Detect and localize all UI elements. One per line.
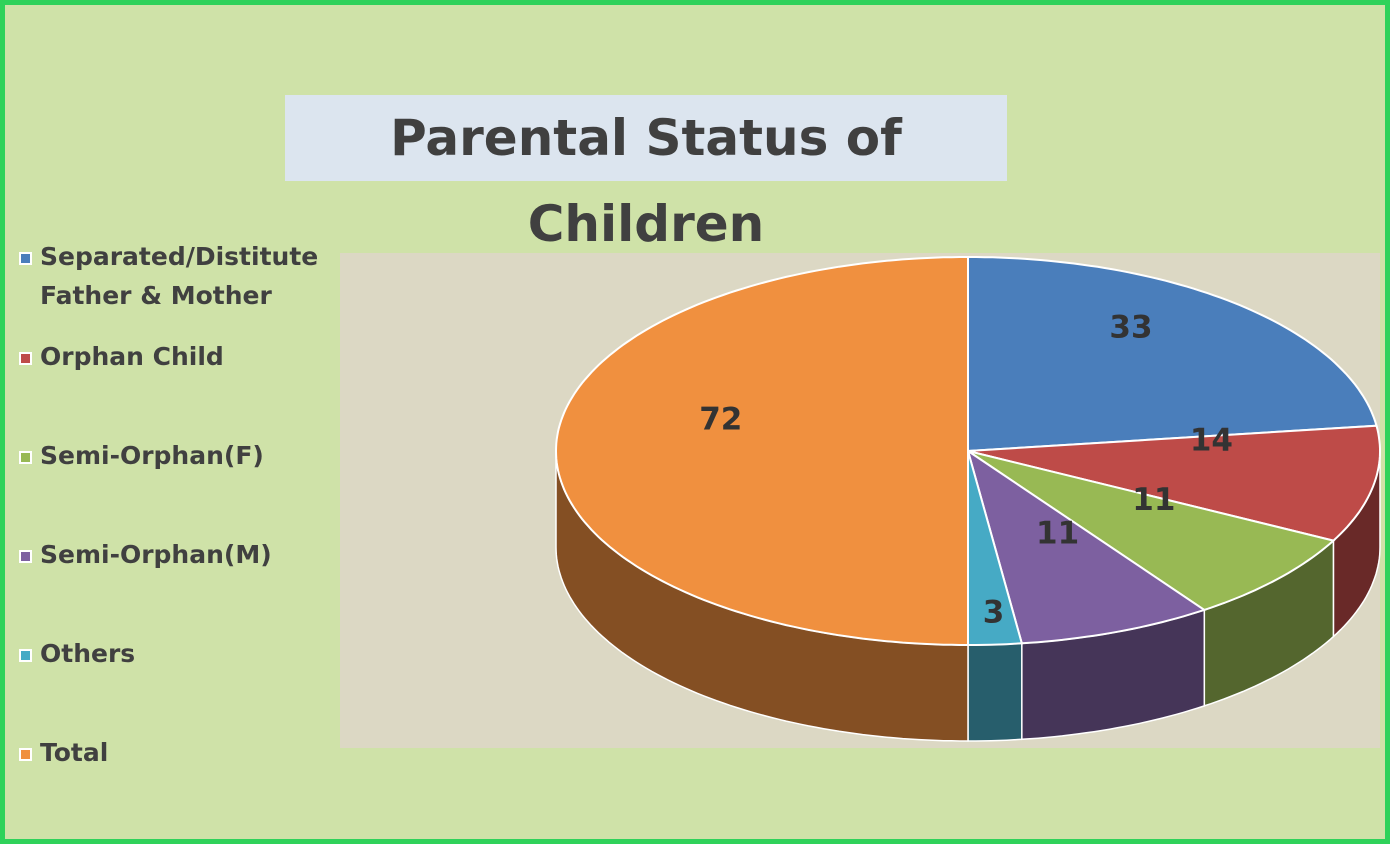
slice-side (967, 642, 1023, 742)
legend-swatch (19, 252, 32, 265)
data-label: 72 (699, 402, 742, 438)
data-label: 11 (1132, 482, 1175, 518)
chart-title: Parental Status of Children (285, 95, 1007, 253)
data-label: 33 (1109, 310, 1152, 346)
slice (967, 424, 1381, 542)
slice (967, 256, 1378, 453)
slice (966, 448, 1207, 645)
slice (967, 450, 1024, 646)
data-label: 11 (1036, 515, 1079, 551)
legend-label: Semi-Orphan(M) (40, 540, 272, 569)
data-label: 14 (1190, 423, 1233, 459)
legend-item: Separated/Distitute Father & Mother (19, 237, 319, 315)
legend-label: Total (40, 738, 109, 767)
slice (967, 450, 1336, 612)
legend-item: Others (19, 634, 319, 673)
legend-swatch (19, 451, 32, 464)
legend-label: Semi-Orphan(F) (40, 441, 264, 470)
legend-label: Others (40, 639, 136, 668)
slice (554, 256, 969, 646)
legend-swatch (19, 550, 32, 563)
legend-swatch (19, 352, 32, 365)
legend-item: Semi-Orphan(M) (19, 535, 319, 574)
legend-label: Separated/Distitute Father & Mother (40, 242, 319, 310)
legend-label: Orphan Child (40, 342, 224, 371)
data-label: 3 (983, 595, 1005, 631)
legend-item: Semi-Orphan(F) (19, 436, 319, 475)
legend-swatch (19, 649, 32, 662)
legend-item: Orphan Child (19, 337, 319, 376)
legend-item: Total (19, 733, 319, 772)
legend-swatch (19, 748, 32, 761)
